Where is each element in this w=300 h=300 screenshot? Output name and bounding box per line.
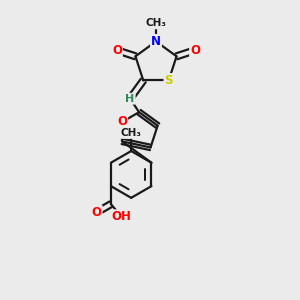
- Text: OH: OH: [112, 210, 131, 223]
- Text: H: H: [125, 94, 135, 104]
- Text: CH₃: CH₃: [146, 18, 167, 28]
- Text: O: O: [190, 44, 200, 57]
- Text: O: O: [92, 206, 102, 219]
- Text: CH₃: CH₃: [121, 128, 142, 138]
- Text: N: N: [151, 35, 161, 48]
- Text: O: O: [117, 116, 127, 128]
- Text: S: S: [164, 74, 173, 87]
- Text: O: O: [112, 44, 122, 57]
